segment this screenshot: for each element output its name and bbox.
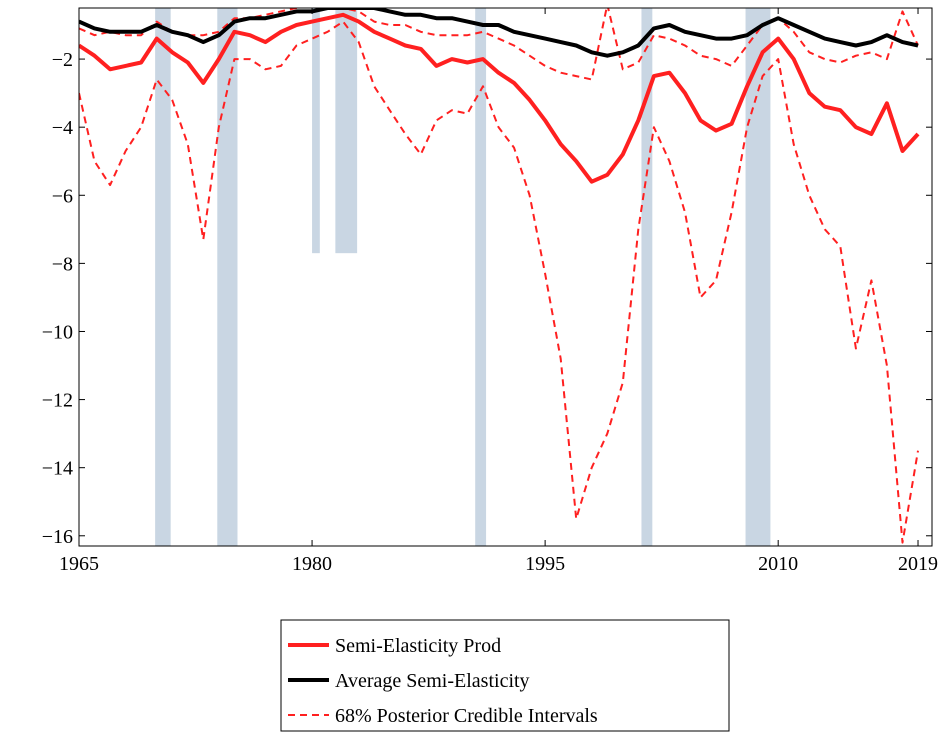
y-tick-label: −10 bbox=[42, 321, 73, 343]
recession-band bbox=[641, 8, 653, 546]
x-tick-label: 2019 bbox=[898, 553, 938, 575]
recession-band bbox=[217, 8, 238, 546]
x-tick-label: 1980 bbox=[292, 553, 332, 575]
recession-band bbox=[312, 8, 320, 254]
recession-band bbox=[745, 8, 771, 546]
legend-label: Average Semi-Elasticity bbox=[335, 670, 530, 692]
y-tick-label: −12 bbox=[42, 390, 73, 412]
recession-band bbox=[335, 8, 358, 254]
recession-band bbox=[475, 8, 487, 546]
y-tick-label: −16 bbox=[42, 526, 73, 548]
y-tick-label: −4 bbox=[52, 117, 73, 139]
y-tick-label: −14 bbox=[42, 458, 73, 480]
plot-frame bbox=[78, 7, 933, 547]
x-tick-label: 1965 bbox=[59, 553, 99, 575]
y-tick-label: −8 bbox=[52, 253, 73, 275]
x-tick-label: 1995 bbox=[525, 553, 565, 575]
series-line bbox=[79, 12, 920, 184]
recession-band bbox=[155, 8, 171, 546]
interval-line bbox=[79, 20, 919, 544]
y-tick-label: −6 bbox=[52, 185, 73, 207]
legend-label: Semi-Elasticity Prod bbox=[335, 635, 501, 657]
legend-label: 68% Posterior Credible Intervals bbox=[335, 705, 598, 727]
y-tick-label: −2 bbox=[52, 49, 73, 71]
x-tick-label: 2010 bbox=[758, 553, 798, 575]
series-line bbox=[79, 8, 919, 58]
legend: Semi-Elasticity Prod Average Semi-Elastic… bbox=[280, 619, 730, 732]
legend-box bbox=[280, 619, 730, 732]
plot-area bbox=[79, 8, 920, 546]
